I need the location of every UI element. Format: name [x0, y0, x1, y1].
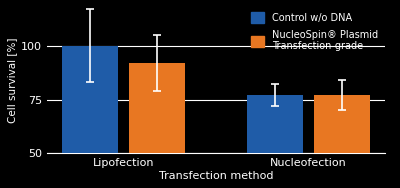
Bar: [62, 46, 118, 188]
Bar: [314, 95, 370, 188]
Legend: Control w/o DNA, NucleoSpin® Plasmid
Transfection-grade: Control w/o DNA, NucleoSpin® Plasmid Tra…: [248, 9, 381, 54]
Bar: [248, 95, 303, 188]
X-axis label: Transfection method: Transfection method: [159, 171, 273, 181]
Y-axis label: Cell survival [%]: Cell survival [%]: [7, 37, 17, 123]
Bar: [129, 63, 184, 188]
